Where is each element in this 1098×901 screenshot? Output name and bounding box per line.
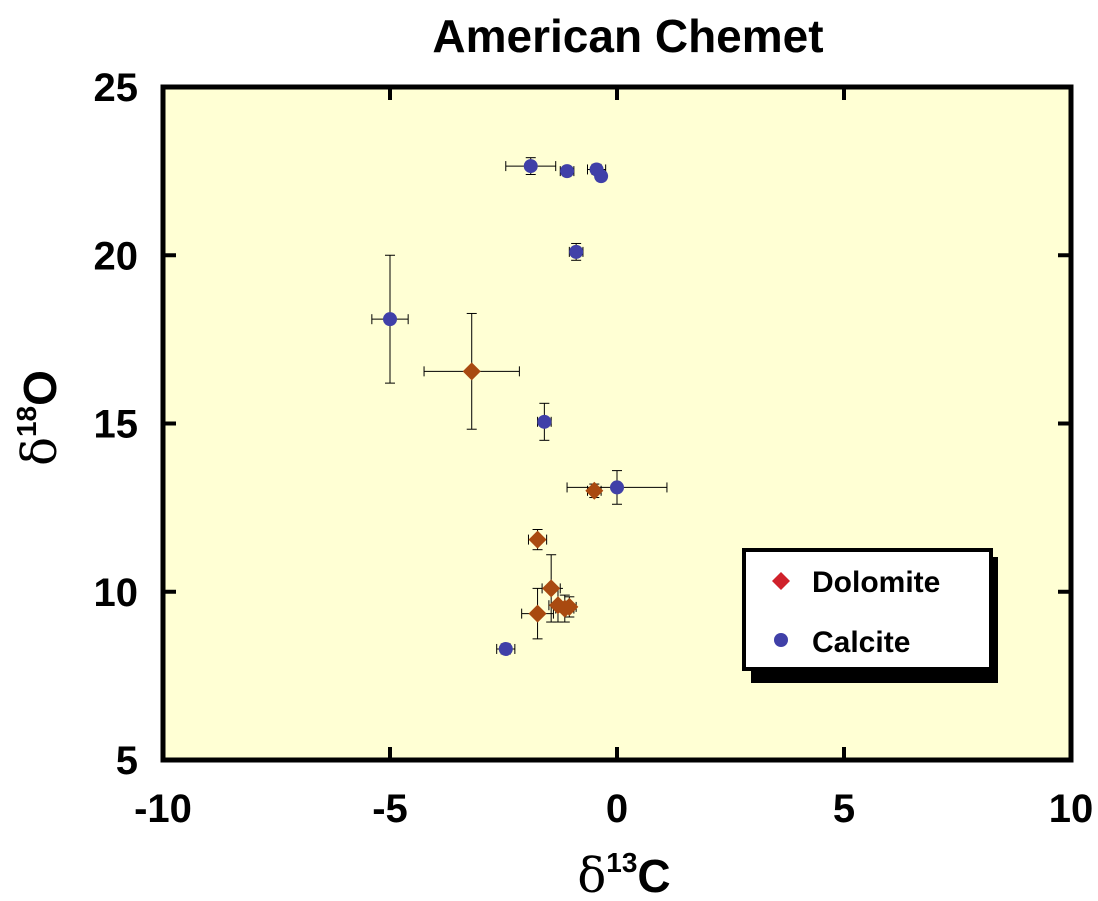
y-tick-label: 5: [116, 739, 138, 783]
y-axis-label-superscript: 18: [11, 406, 42, 437]
legend-calcite-label: Calcite: [812, 626, 910, 659]
x-axis-label-superscript: 13: [606, 847, 637, 878]
x-axis-label-main: C: [637, 850, 670, 901]
legend: Dolomite Calcite: [742, 548, 998, 683]
x-axis-label-symbol: δ: [577, 848, 606, 901]
x-tick-label: 0: [606, 787, 628, 831]
y-tick-label: 20: [94, 234, 139, 278]
dolomite-point: [560, 597, 579, 616]
legend-box: [742, 548, 993, 671]
dolomite-point: [528, 530, 547, 549]
dolomite-point: [542, 579, 561, 598]
x-tick-labels: -10 -5 0 5 10: [134, 787, 1093, 831]
calcite-point: [383, 312, 397, 327]
y-axis-label: δ18O: [11, 370, 68, 466]
data-markers: [383, 159, 624, 656]
dolomite-point: [528, 604, 547, 623]
y-axis-label-symbol: δ: [12, 437, 68, 466]
x-axis-label: δ13C: [577, 847, 670, 901]
y-tick-labels: 5 10 15 20 25: [94, 66, 139, 783]
dolomite-point: [585, 481, 604, 500]
calcite-point: [610, 480, 624, 495]
dolomite-point: [462, 362, 481, 381]
legend-dolomite-label: Dolomite: [812, 566, 940, 599]
x-tick-label: -5: [372, 787, 408, 831]
calcite-point: [560, 164, 575, 179]
x-tick-label: 10: [1049, 787, 1094, 831]
calcite-point: [498, 641, 513, 656]
x-tick-label: 5: [833, 787, 855, 831]
y-tick-label: 10: [94, 571, 139, 615]
calcite-point: [569, 244, 584, 259]
legend-calcite-marker: [774, 633, 788, 647]
calcite-point: [523, 159, 538, 174]
legend-dolomite-marker: [772, 572, 790, 590]
plot-frame: [160, 84, 1074, 763]
x-tick-label: -10: [134, 787, 192, 831]
y-axis-label-main: O: [14, 370, 66, 406]
chart-title: American Chemet: [432, 10, 823, 62]
y-tick-label: 15: [94, 403, 139, 447]
y-tick-label: 25: [94, 66, 139, 110]
calcite-point: [537, 414, 552, 429]
calcite-point: [594, 169, 609, 184]
